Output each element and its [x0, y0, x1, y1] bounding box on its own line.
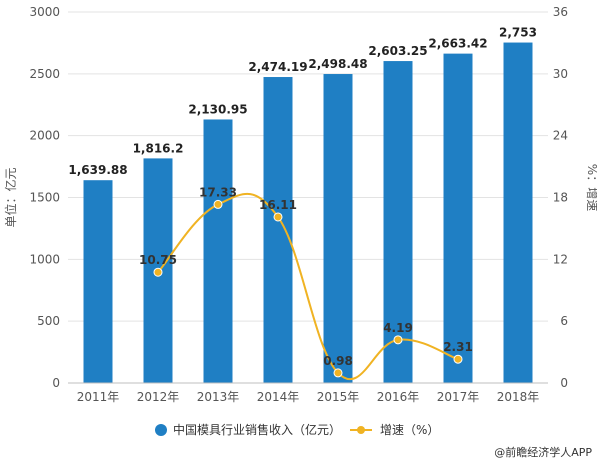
bar-value-label: 2,130.95 — [188, 102, 247, 116]
bar-value-label: 2,663.42 — [428, 37, 487, 51]
right-tick-label: 24 — [553, 129, 568, 143]
left-tick-label: 3000 — [29, 5, 60, 19]
left-axis-ticks: 0 500 1000 1500 2000 2500 3000 — [29, 5, 60, 390]
left-axis-title: 单位：亿元 — [3, 167, 18, 227]
x-tick-label: 2018年 — [497, 390, 540, 404]
left-tick-label: 2500 — [29, 67, 60, 81]
x-tick-label: 2016年 — [377, 390, 420, 404]
line-value-label: 16.11 — [259, 198, 297, 212]
x-axis-ticks: 2011年 2012年 2013年 2014年 2015年 2016年 2017年 2018年 — [77, 390, 540, 404]
right-tick-label: 36 — [553, 5, 568, 19]
right-tick-label: 30 — [553, 67, 568, 81]
bar — [203, 119, 233, 383]
x-tick-label: 2011年 — [77, 390, 120, 404]
line-point — [453, 354, 463, 364]
right-tick-label: 12 — [553, 252, 568, 266]
bar-value-label: 2,474.19 — [248, 60, 307, 74]
x-tick-label: 2012年 — [137, 390, 180, 404]
legend-line-dot — [357, 426, 365, 434]
legend-bar-label: 中国模具行业销售收入（亿元） — [173, 422, 341, 437]
legend-line-label: 增速（%） — [380, 423, 439, 437]
line-point — [213, 199, 223, 209]
bar — [503, 42, 533, 384]
right-axis-ticks: 0 6 12 18 24 30 36 — [553, 5, 568, 390]
x-tick-label: 2017年 — [437, 390, 480, 404]
line-value-label: 2.31 — [443, 340, 473, 354]
bar-value-label: 2,753 — [499, 26, 537, 40]
left-tick-label: 1500 — [29, 191, 60, 205]
line-point — [333, 368, 343, 378]
x-tick-label: 2015年 — [317, 390, 360, 404]
legend: 中国模具行业销售收入（亿元） 增速（%） — [155, 422, 439, 437]
growth-line — [157, 192, 459, 381]
legend-bar-marker — [155, 424, 167, 436]
left-tick-label: 2000 — [29, 129, 60, 143]
bar — [383, 61, 413, 383]
line-value-label: 4.19 — [383, 321, 413, 335]
right-tick-label: 0 — [560, 376, 568, 390]
left-tick-label: 1000 — [29, 252, 60, 266]
left-tick-label: 0 — [52, 376, 60, 390]
bar-series: 1,639.881,816.22,130.952,474.19 2,498.482… — [68, 26, 537, 384]
bar — [83, 180, 113, 383]
bar-value-label: 1,639.88 — [68, 163, 127, 177]
right-axis-title: %：增速 — [585, 164, 597, 211]
x-tick-label: 2013年 — [197, 390, 240, 404]
line-point — [273, 212, 283, 222]
bar — [263, 77, 293, 383]
source-credit: @前瞻经济学人APP — [494, 445, 592, 459]
right-tick-label: 6 — [560, 314, 568, 328]
left-tick-label: 500 — [37, 314, 60, 328]
x-tick-label: 2014年 — [257, 390, 300, 404]
line-point — [393, 335, 403, 345]
bar — [323, 74, 353, 384]
right-tick-label: 18 — [553, 191, 568, 205]
line-value-label: 0.98 — [323, 354, 353, 368]
bar — [443, 53, 473, 384]
line-point — [153, 267, 163, 277]
line-value-label: 10.75 — [139, 253, 177, 267]
line-value-label: 17.33 — [199, 185, 237, 199]
bar-value-label: 1,816.2 — [133, 141, 184, 155]
bar-value-label: 2,603.25 — [368, 44, 427, 58]
bar-value-label: 2,498.48 — [308, 57, 367, 71]
line-series: 10.75 17.33 16.11 0.98 4.19 2.31 — [139, 185, 473, 378]
